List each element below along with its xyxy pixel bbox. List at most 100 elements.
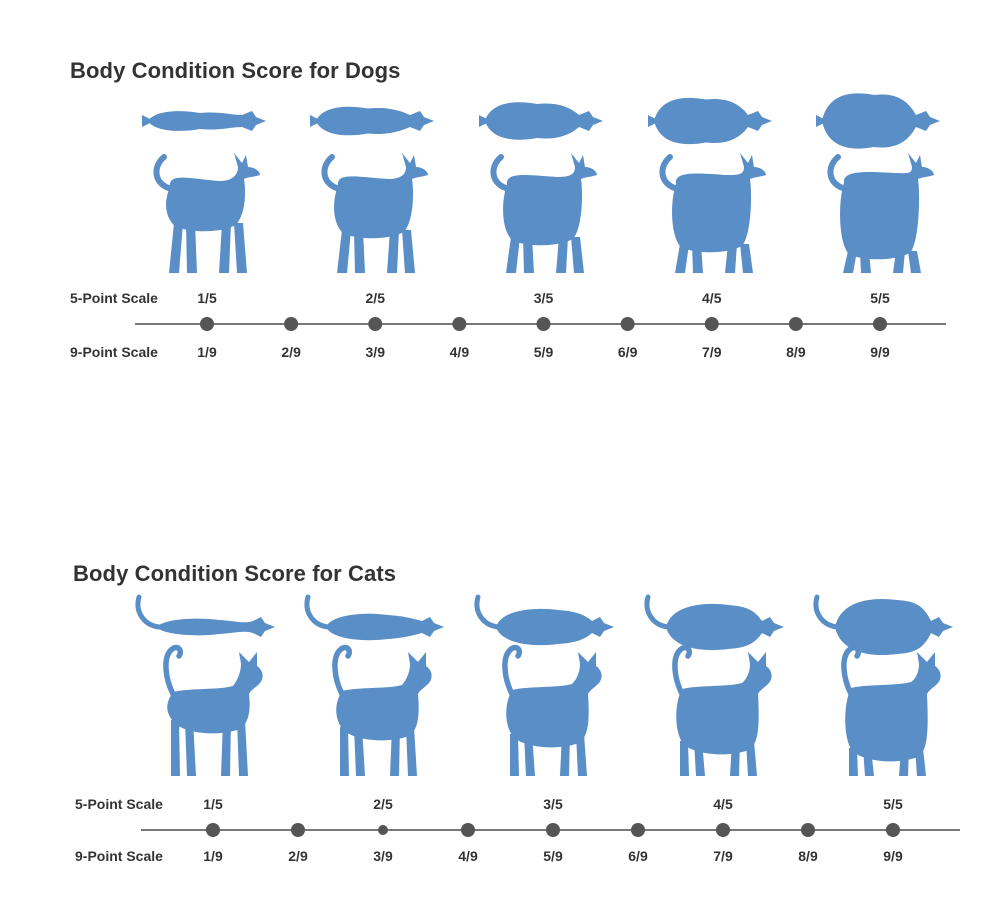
dog-icon <box>827 153 934 273</box>
five-point-tick-label: 2/5 <box>365 290 385 306</box>
cat-tail-shape <box>502 644 523 697</box>
dog-icon <box>659 153 766 273</box>
cat-top-view-icon <box>135 594 275 637</box>
dog-body-shape <box>166 153 260 232</box>
scale-dot <box>546 823 560 837</box>
scale-dot <box>716 823 730 837</box>
cat-top-body-shape <box>157 617 275 637</box>
cat-leg-shape <box>849 748 858 776</box>
scale-dot <box>368 317 383 331</box>
cat-top-tail-shape <box>135 594 162 630</box>
cat-leg-shape <box>390 727 400 776</box>
nine-point-tick-label: 6/9 <box>628 848 648 864</box>
cat-leg-shape <box>576 734 587 776</box>
dog-leg-shape <box>387 230 399 273</box>
dog-top-body-shape <box>316 106 434 136</box>
nine-point-tick-label: 1/9 <box>197 344 217 360</box>
dog-icon <box>153 153 260 273</box>
scale-dot <box>886 823 900 837</box>
cat-leg-shape <box>354 727 365 776</box>
nine-point-tick-label: 3/9 <box>373 848 393 864</box>
cat-top-body-shape <box>496 608 614 646</box>
cat-top-tail-shape <box>644 594 671 630</box>
five-point-tick-label: 4/5 <box>713 796 733 812</box>
cat-top-body-shape <box>835 598 953 656</box>
five-point-tick-label: 3/5 <box>543 796 563 812</box>
cat-top-view-icon <box>644 594 784 651</box>
dog-top-tail-shape <box>310 115 318 127</box>
dog-body-shape <box>840 153 934 260</box>
cat-leg-shape <box>406 727 417 776</box>
nine-point-tick-label: 2/9 <box>281 344 301 360</box>
dog-leg-shape <box>571 237 584 273</box>
dog-leg-shape <box>506 237 520 273</box>
cat-leg-shape <box>915 748 926 776</box>
cat-leg-shape <box>730 741 740 776</box>
scale-dot <box>291 823 305 837</box>
dog-body-shape <box>672 153 766 253</box>
section-title: Body Condition Score for Dogs <box>70 58 401 83</box>
five-point-scale-label: 5-Point Scale <box>75 796 163 812</box>
nine-point-tick-label: 7/9 <box>702 344 722 360</box>
scale-dot <box>801 823 815 837</box>
dog-top-body-shape <box>822 93 940 149</box>
dog-tail-shape <box>153 154 175 192</box>
five-point-tick-label: 5/5 <box>870 290 890 306</box>
cat-top-view-icon <box>813 594 953 656</box>
scale-dot <box>200 317 214 331</box>
nine-point-tick-label: 8/9 <box>786 344 806 360</box>
nine-point-tick-label: 6/9 <box>617 344 638 360</box>
dog-tail-shape <box>321 154 343 192</box>
five-point-tick-label: 5/5 <box>883 796 903 812</box>
dog-section: Body Condition Score for Dogs 5-Point Sc… <box>0 0 1000 420</box>
dog-leg-shape <box>692 244 703 273</box>
cat-icon <box>672 644 772 776</box>
cat-tail-shape <box>841 644 862 697</box>
dog-leg-shape <box>556 237 568 273</box>
dog-leg-shape <box>354 230 365 273</box>
nine-point-tick-label: 5/9 <box>533 344 554 360</box>
cat-leg-shape <box>510 734 519 776</box>
dog-top-view-icon <box>310 106 434 136</box>
cat-leg-shape <box>171 720 180 776</box>
cat-icon <box>502 644 602 776</box>
cat-body-shape <box>845 652 941 762</box>
five-point-tick-label: 2/5 <box>373 796 393 812</box>
cat-top-body-shape <box>666 603 784 651</box>
scale-dot <box>378 825 388 835</box>
dog-leg-shape <box>219 223 231 273</box>
dog-leg-shape <box>725 244 737 273</box>
cat-top-tail-shape <box>304 594 331 630</box>
cat-tail-shape <box>163 644 184 697</box>
scale-dot <box>536 317 551 331</box>
cat-top-view-icon <box>474 594 614 646</box>
nine-point-tick-label: 4/9 <box>449 344 470 360</box>
scale-dot <box>461 823 475 837</box>
cat-leg-shape <box>694 741 705 776</box>
cat-icon <box>332 644 432 776</box>
scale-dot <box>284 317 299 331</box>
cat-leg-shape <box>524 734 535 776</box>
scale-dot <box>620 317 635 331</box>
dog-top-body-shape <box>148 111 266 131</box>
cat-leg-shape <box>680 741 689 776</box>
cat-leg-shape <box>746 741 757 776</box>
cat-body-shape <box>676 652 772 755</box>
cat-tail-shape <box>672 644 693 697</box>
dog-icon <box>490 153 597 273</box>
five-point-tick-label: 1/5 <box>203 796 223 812</box>
cat-leg-shape <box>340 727 349 776</box>
nine-point-tick-label: 3/9 <box>365 344 385 360</box>
dog-top-tail-shape <box>648 115 656 127</box>
dog-leg-shape <box>186 223 197 273</box>
nine-point-tick-label: 1/9 <box>203 848 223 864</box>
dog-tail-shape <box>827 154 849 192</box>
five-point-tick-label: 3/5 <box>533 290 554 306</box>
cat-top-tail-shape <box>813 594 840 630</box>
nine-point-tick-label: 9/9 <box>883 848 903 864</box>
dog-body-shape <box>334 153 428 239</box>
dog-leg-shape <box>740 244 753 273</box>
five-point-tick-label: 1/5 <box>197 290 217 306</box>
dog-body-shape <box>503 153 597 246</box>
